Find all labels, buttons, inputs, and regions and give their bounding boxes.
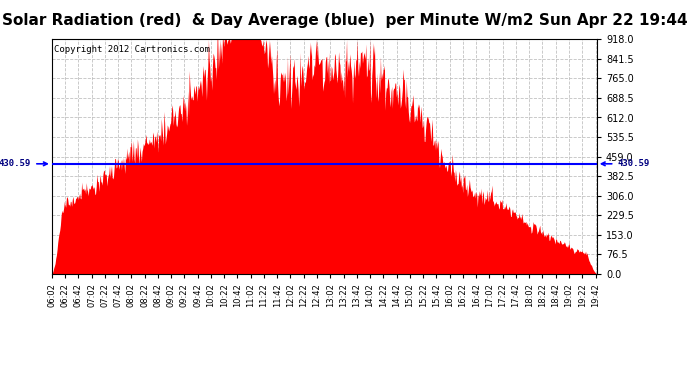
Text: 430.59: 430.59 xyxy=(602,159,649,168)
Text: 430.59: 430.59 xyxy=(0,159,47,168)
Text: Copyright 2012 Cartronics.com: Copyright 2012 Cartronics.com xyxy=(55,45,210,54)
Text: Solar Radiation (red)  & Day Average (blue)  per Minute W/m2 Sun Apr 22 19:44: Solar Radiation (red) & Day Average (blu… xyxy=(2,13,688,28)
